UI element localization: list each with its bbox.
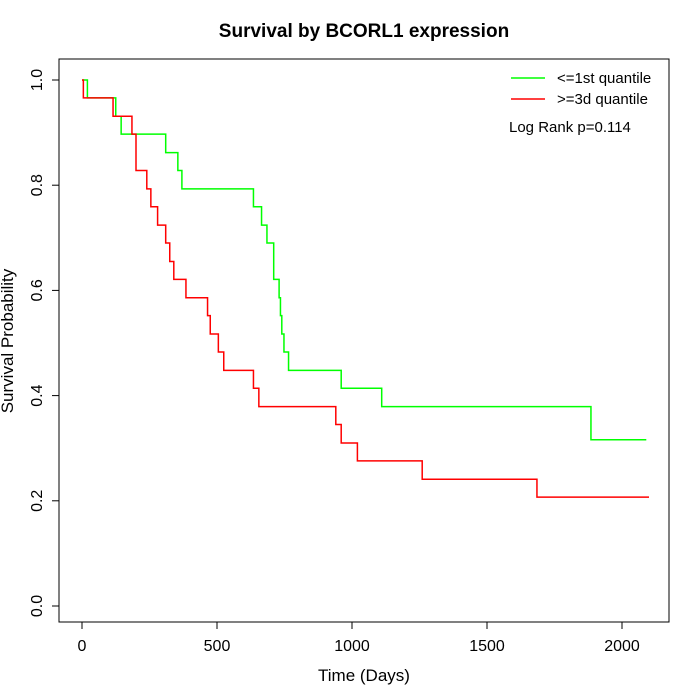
series-line-2 — [82, 79, 649, 498]
x-axis: 0 500 1000 1500 2000 — [78, 621, 640, 655]
y-tick-label: 0.6 — [29, 279, 46, 301]
x-axis-label: Time (Days) — [318, 666, 410, 685]
legend: <=1st quantile >=3d quantile — [511, 70, 651, 108]
x-tick-label: 2000 — [604, 638, 640, 655]
x-tick-label: 500 — [204, 638, 231, 655]
log-rank-annotation: Log Rank p=0.114 — [509, 119, 631, 136]
series-layer — [82, 79, 649, 498]
legend-label-1: <=1st quantile — [557, 70, 651, 87]
legend-label-2: >=3d quantile — [557, 91, 648, 108]
y-axis: 0.0 0.2 0.4 0.6 0.8 1.0 — [29, 69, 60, 617]
y-tick-label: 0.8 — [29, 174, 46, 196]
y-axis-label: Survival Probability — [0, 268, 17, 413]
x-tick-label: 1000 — [334, 638, 370, 655]
y-tick-label: 0.0 — [29, 595, 46, 617]
x-tick-label: 1500 — [469, 638, 505, 655]
chart-title: Survival by BCORL1 expression — [219, 21, 509, 42]
y-tick-label: 1.0 — [29, 69, 46, 91]
plot-frame — [58, 58, 670, 623]
y-tick-label: 0.2 — [29, 490, 46, 512]
y-tick-label: 0.4 — [29, 384, 46, 406]
x-tick-label: 0 — [78, 638, 87, 655]
